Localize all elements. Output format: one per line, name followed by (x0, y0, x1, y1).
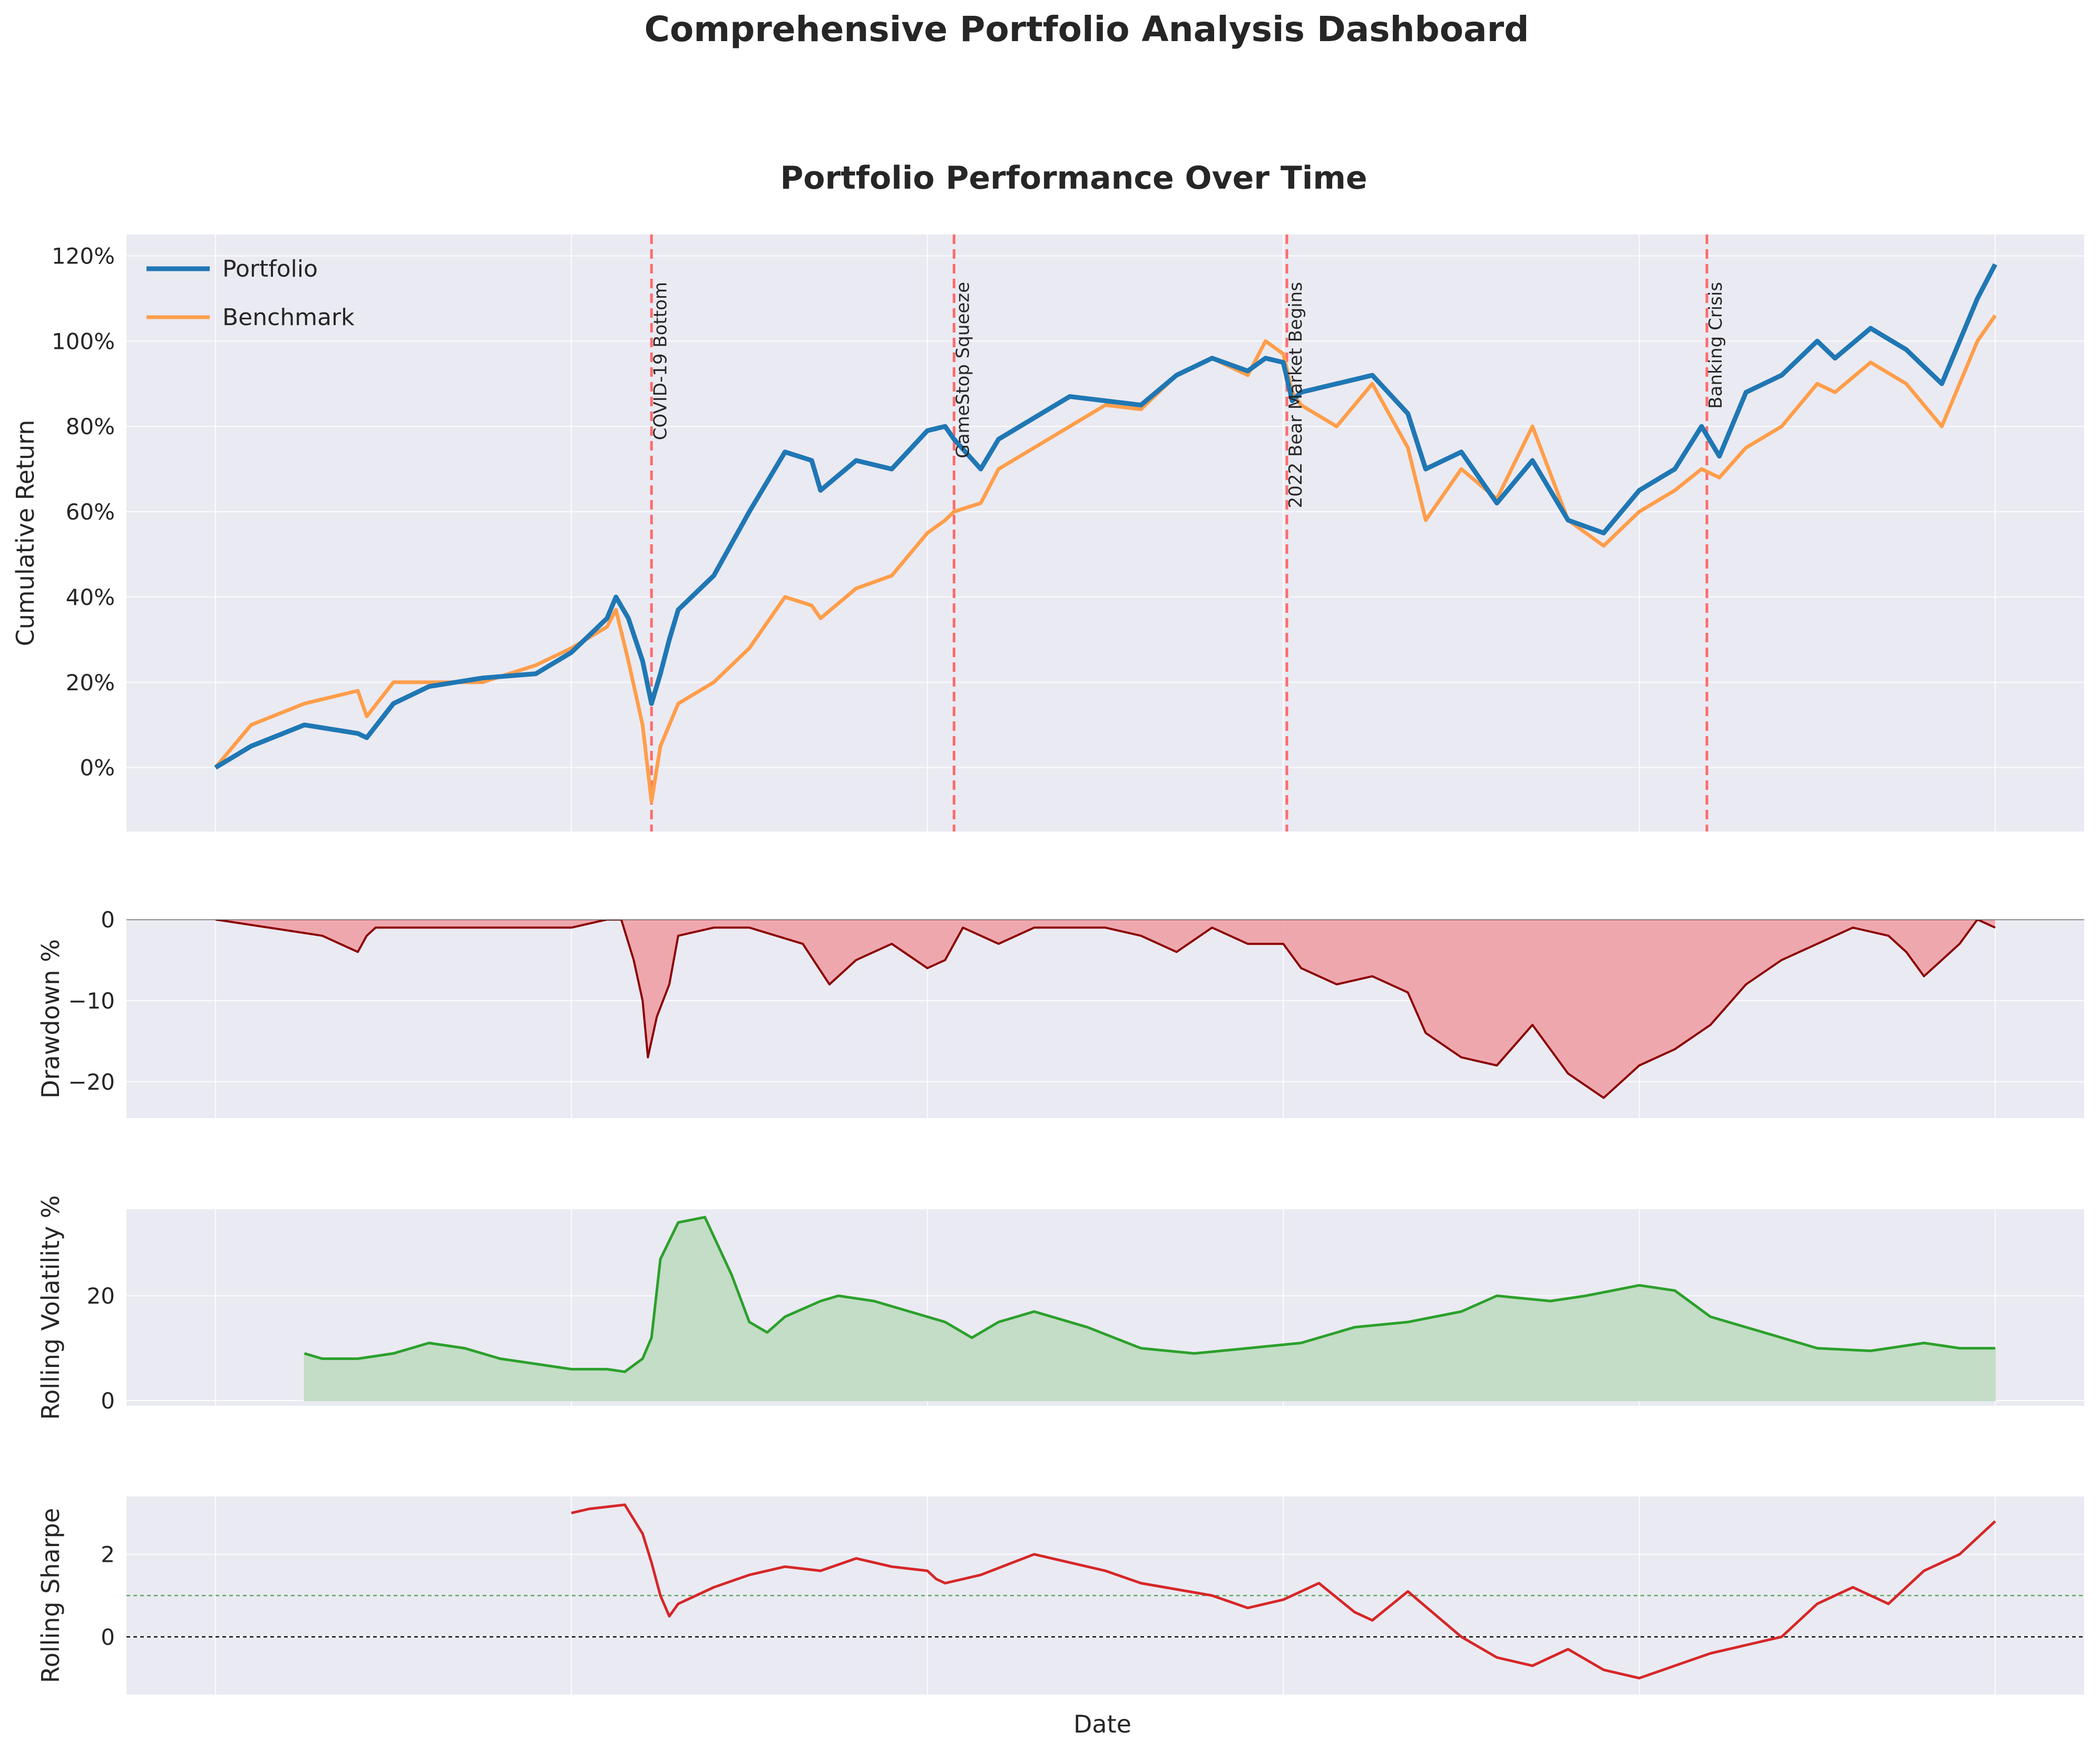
benchmark-line (214, 314, 1997, 804)
drawdown-area (215, 919, 1996, 1098)
volatility-y-axis-label: Rolling Volatility % (36, 1195, 65, 1420)
legend: Portfolio Benchmark (146, 256, 355, 331)
performance-plot-area (126, 234, 2084, 832)
performance-ytick-label: 60% (66, 499, 115, 525)
sharpe-y-axis-label: Rolling Sharpe (36, 1508, 65, 1683)
drawdown-ytick-label: 0 (101, 907, 115, 933)
chart-panels: 0% 20% 40% 60% 80% 100% 120% Cumulative Return P… (11, 160, 2084, 1695)
sharpe-plot-area (126, 1496, 2084, 1695)
drawdown-line (215, 919, 1996, 1099)
volatility-panel: 0 20 Rolling Volatility % (36, 1195, 2084, 1420)
event-label: GameStop Squeeze (952, 282, 973, 458)
event-label: Banking Crisis (1705, 282, 1726, 409)
sharpe-panel: 0 2 Rolling Sharpe (36, 1496, 2084, 1695)
legend-entry: Benchmark (222, 304, 355, 331)
performance-ytick-label: 80% (66, 414, 115, 439)
portfolio-line (214, 263, 1998, 770)
sharpe-ytick-label: 2 (101, 1542, 115, 1568)
volatility-plot-content (304, 1216, 1996, 1402)
performance-panel: 0% 20% 40% 60% 80% 100% 120% Cumulative Return P… (11, 160, 2084, 832)
volatility-ytick-label: 0 (101, 1388, 115, 1414)
performance-ytick-label: 120% (52, 243, 115, 269)
event-label: 2022 Bear Market Begins (1285, 282, 1306, 508)
performance-ytick-label: 40% (66, 584, 115, 610)
performance-ytick-label: 0% (80, 755, 115, 781)
sharpe-line (571, 1503, 1996, 1680)
drawdown-y-axis-label: Drawdown % (36, 939, 65, 1099)
performance-plot-content (214, 234, 1998, 832)
performance-ytick-label: 20% (66, 670, 115, 696)
figure-title: Comprehensive Portfolio Analysis Dashboa… (644, 9, 1529, 50)
volatility-ytick-label: 20 (87, 1283, 115, 1309)
sharpe-plot-content (126, 1503, 2084, 1680)
drawdown-plot-content (126, 919, 2084, 1099)
volatility-line (304, 1216, 1996, 1373)
x-axis-label: Date (1073, 1710, 1131, 1738)
performance-ytick-label: 100% (52, 328, 115, 354)
performance-title: Portfolio Performance Over Time (780, 160, 1367, 197)
drawdown-ytick-label: −20 (68, 1069, 115, 1095)
performance-y-axis-label: Cumulative Return (11, 420, 40, 647)
sharpe-ytick-label: 0 (101, 1624, 115, 1650)
event-label: COVID-19 Bottom (650, 282, 671, 440)
drawdown-ytick-label: −10 (68, 988, 115, 1014)
legend-entry: Portfolio (222, 256, 318, 282)
